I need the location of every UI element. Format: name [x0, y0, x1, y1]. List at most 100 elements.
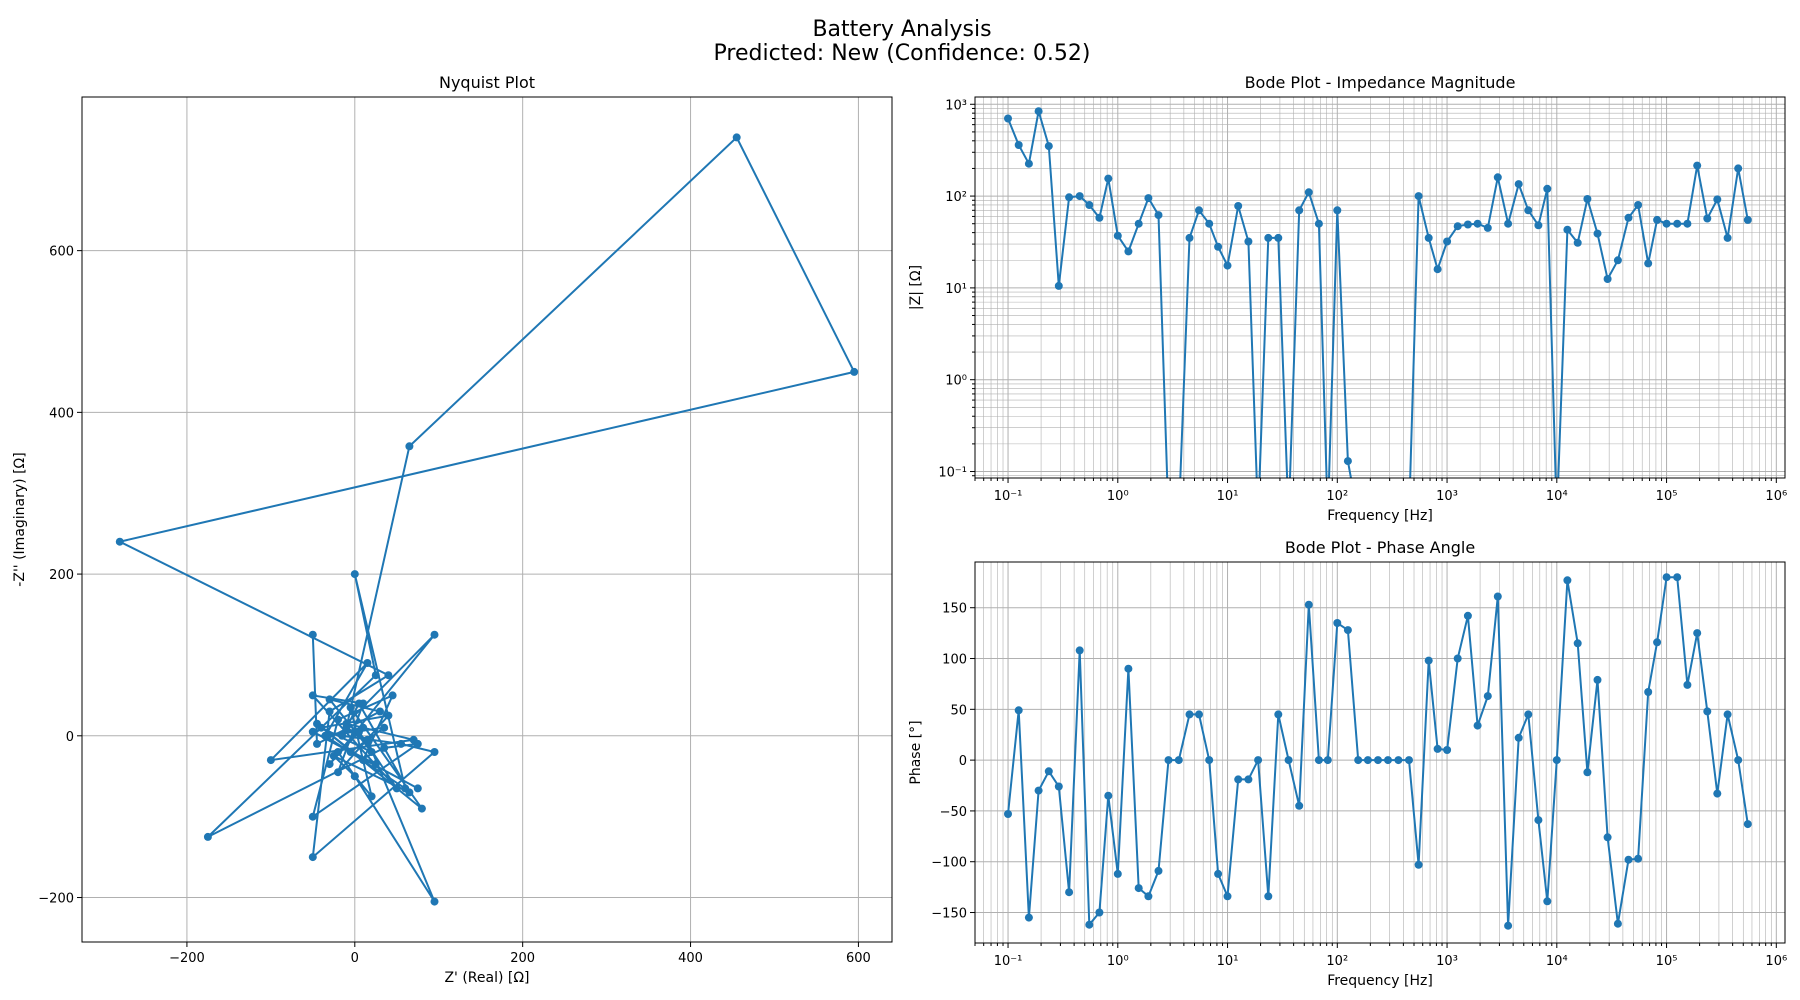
data-point — [430, 748, 439, 756]
data-point — [850, 367, 859, 376]
bode-magnitude-plot: 10⁻¹ 10⁰ 10¹ 10² 10³ 10⁴ 10⁵ 10⁶ 10⁻¹ 10⁰ 10¹ 10² 10… — [908, 73, 1787, 524]
data-point — [1195, 710, 1203, 719]
y-tick-label: 10³ — [945, 98, 967, 113]
y-tick-label: 400 — [49, 406, 74, 421]
data-point — [1274, 233, 1283, 242]
data-point — [1113, 869, 1122, 878]
x-tick-label: 10² — [1326, 954, 1348, 969]
data-point — [1343, 626, 1352, 635]
data-point — [732, 133, 741, 142]
data-point — [384, 671, 393, 680]
data-point — [1374, 756, 1382, 765]
data-point — [203, 832, 212, 841]
data-point — [1613, 256, 1622, 265]
data-point — [1095, 908, 1104, 917]
y-tick-label: 600 — [49, 245, 74, 260]
data-point — [371, 760, 380, 769]
data-point — [1384, 756, 1392, 765]
data-point — [1164, 756, 1173, 765]
data-point — [1723, 710, 1732, 719]
data-point — [1024, 159, 1033, 168]
data-point — [1634, 854, 1643, 863]
data-point — [1024, 913, 1033, 922]
data-point — [371, 671, 380, 680]
data-point — [367, 792, 376, 801]
data-point — [334, 768, 342, 777]
data-point — [1134, 884, 1143, 893]
data-point — [1583, 195, 1592, 203]
data-point — [1314, 756, 1323, 765]
data-point — [1703, 214, 1712, 223]
x-tick-label: 0 — [351, 951, 359, 966]
data-point — [1613, 919, 1622, 928]
data-point — [413, 739, 422, 748]
data-point — [1603, 833, 1612, 842]
data-point — [1593, 675, 1602, 684]
data-point — [1534, 816, 1543, 825]
figure-subtitle: Predicted: New (Confidence: 0.52) — [714, 41, 1091, 66]
data-point — [334, 715, 342, 724]
figure-title: Battery Analysis — [812, 17, 991, 42]
data-point — [350, 772, 359, 781]
data-point — [405, 442, 414, 451]
data-point — [1044, 142, 1053, 151]
data-point — [1414, 192, 1423, 201]
data-point — [1264, 233, 1273, 242]
y-tick-label: −100 — [931, 856, 967, 871]
data-point — [325, 760, 334, 769]
data-point — [1624, 213, 1633, 222]
data-point — [338, 731, 347, 740]
data-point — [1653, 638, 1662, 647]
data-point — [1405, 756, 1413, 765]
data-point — [1693, 161, 1702, 170]
data-point — [1723, 233, 1732, 242]
data-point — [1004, 810, 1012, 818]
data-point — [1065, 193, 1074, 202]
y-axis-label: Phase [°] — [908, 720, 924, 784]
y-axis-label: -Z'' (Imaginary) [Ω] — [12, 452, 28, 586]
data-point — [1713, 789, 1722, 798]
data-point — [334, 748, 342, 756]
data-point — [1075, 192, 1084, 201]
data-point — [1124, 247, 1133, 256]
data-point — [367, 748, 376, 756]
data-point — [363, 659, 372, 667]
bode-phase-plot: 10⁻¹ 10⁰ 10¹ 10² 10³ 10⁴ 10⁵ 10⁶ −150 −100 −50 0 50 1… — [908, 538, 1787, 989]
data-point — [1473, 219, 1482, 228]
nyquist-plot: −200 0 200 400 600 −200 0 200 400 600 Nyquist Plot… — [12, 73, 893, 986]
x-axis-label: Frequency [Hz] — [1327, 508, 1433, 524]
y-tick-label: 0 — [959, 754, 967, 769]
data-point — [1433, 265, 1442, 274]
data-point — [380, 743, 389, 752]
data-point — [1524, 710, 1533, 719]
data-point — [1343, 457, 1352, 466]
data-point — [1244, 237, 1253, 246]
x-tick-label: 10³ — [1436, 489, 1458, 504]
x-axis-label: Z' (Real) [Ω] — [444, 970, 529, 986]
data-point — [1673, 219, 1682, 228]
ticks: 10⁻¹ 10⁰ 10¹ 10² 10³ 10⁴ 10⁵ 10⁶ −150 −100 −50 0 50 1… — [931, 602, 1787, 969]
data-point — [384, 711, 393, 720]
data-point — [1234, 775, 1243, 784]
data-point — [1424, 233, 1433, 242]
data-point — [397, 739, 405, 748]
data-point — [1734, 756, 1743, 765]
data-point — [1214, 869, 1223, 878]
data-point — [1054, 782, 1063, 791]
grid — [974, 562, 1785, 943]
data-point — [1543, 897, 1552, 906]
data-point — [413, 784, 422, 793]
data-point — [1274, 710, 1283, 719]
x-axis-label: Frequency [Hz] — [1327, 973, 1433, 989]
data-point — [1453, 222, 1462, 231]
data-point — [1683, 680, 1692, 689]
data-point — [1144, 892, 1153, 901]
data-point — [1534, 221, 1543, 230]
data-point — [1433, 744, 1442, 753]
data-point — [1524, 206, 1533, 215]
y-tick-label: 10⁰ — [945, 374, 967, 389]
data-point — [1583, 768, 1592, 777]
y-tick-label: −50 — [940, 805, 967, 820]
data-point — [1295, 206, 1304, 215]
data-point — [1463, 611, 1472, 620]
